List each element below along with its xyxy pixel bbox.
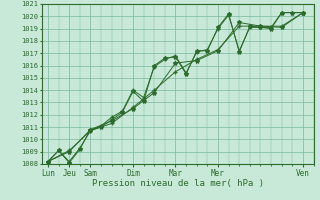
X-axis label: Pression niveau de la mer( hPa ): Pression niveau de la mer( hPa ) (92, 179, 264, 188)
